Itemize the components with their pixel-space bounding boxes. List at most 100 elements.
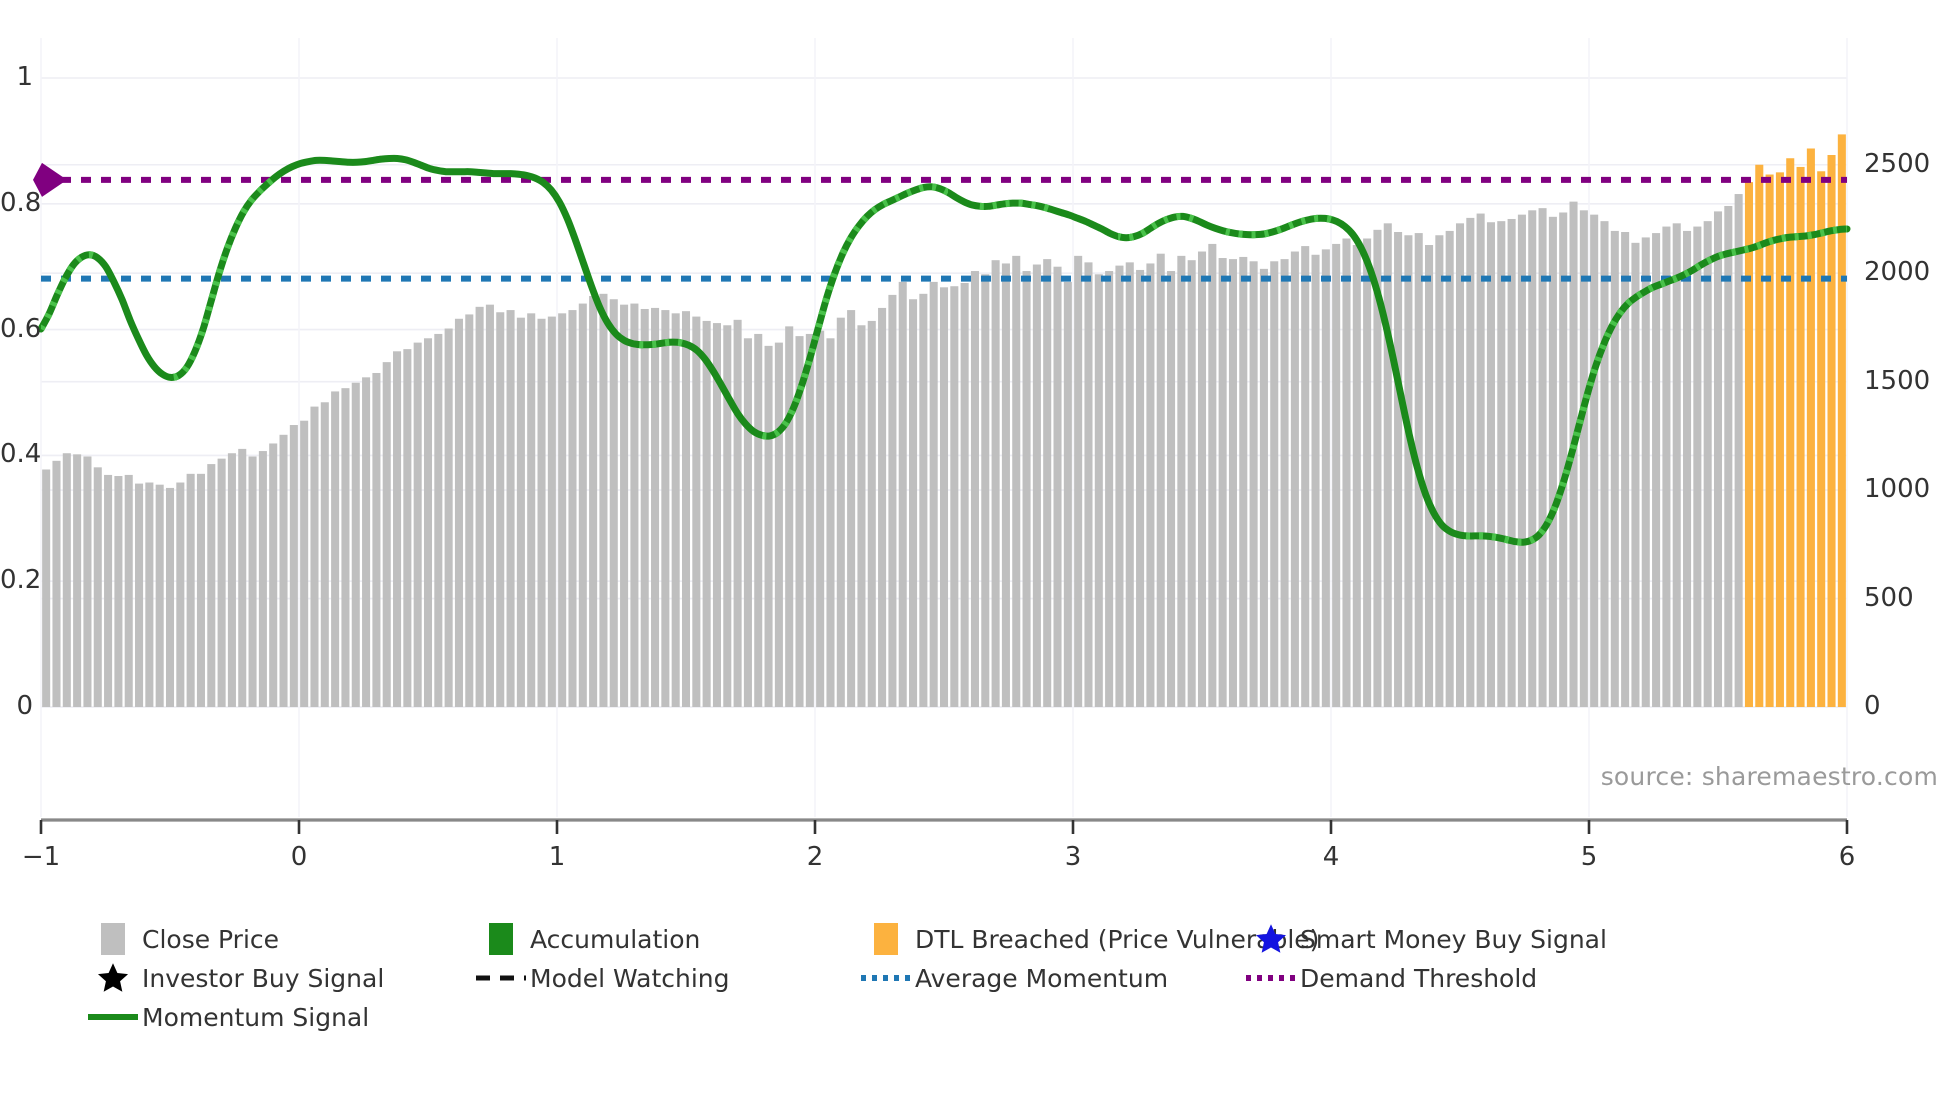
close-price-bar	[207, 464, 216, 707]
legend-item[interactable]: Accumulation	[472, 920, 857, 958]
close-price-bar	[795, 336, 804, 707]
legend-label: Investor Buy Signal	[142, 963, 385, 993]
close-price-bar	[227, 453, 236, 707]
legend-item[interactable]: Smart Money Buy Signal	[1242, 920, 1642, 958]
legend-item[interactable]: Model Watching	[472, 959, 857, 997]
close-price-bar	[774, 342, 783, 707]
close-price-bar	[1476, 213, 1485, 707]
legend-label: Close Price	[142, 924, 280, 954]
y-axis-left-tick-label: 0.2	[0, 565, 42, 596]
x-axis-tick-label: 6	[1838, 842, 1856, 872]
close-price-bar	[568, 310, 577, 707]
close-price-bar	[1218, 258, 1227, 707]
close-price-bar	[1115, 265, 1124, 707]
close-price-bar	[888, 294, 897, 707]
dashed-line-swatch	[476, 975, 526, 981]
close-price-bar	[1672, 223, 1681, 707]
close-price-bar	[124, 474, 133, 707]
close-price-bar	[1187, 260, 1196, 707]
close-price-bar	[1167, 271, 1176, 707]
close-price-bar	[558, 313, 567, 707]
close-price-bar	[960, 282, 969, 707]
close-price-bar	[537, 318, 546, 707]
close-price-bar	[1053, 266, 1062, 707]
close-price-bar	[692, 316, 701, 707]
momentum-signal-swatch	[84, 1014, 142, 1020]
close-price-bar	[929, 281, 938, 707]
swatch-rect	[489, 923, 513, 955]
y-axis-left-tick-label: 0	[16, 691, 33, 721]
close-price-bar	[475, 306, 484, 707]
close-price-bar	[341, 388, 350, 707]
close-price-bar	[1280, 259, 1289, 707]
close-price-bar	[743, 338, 752, 707]
close-price-bar	[1641, 237, 1650, 708]
investor-buy-swatch	[84, 961, 142, 995]
close-price-bar	[434, 333, 443, 707]
close-price-bar	[362, 377, 371, 707]
close-price-bar	[485, 304, 494, 707]
close-price-bar	[1590, 214, 1599, 707]
legend-item[interactable]: DTL Breached (Price Vulnerable)	[857, 920, 1319, 958]
close-price-bar	[970, 271, 979, 707]
close-price-bar	[42, 469, 51, 707]
legend-label: Demand Threshold	[1300, 963, 1538, 993]
legend-row: Momentum Signal	[84, 998, 1944, 1036]
close-price-bar	[1435, 235, 1444, 707]
legend-item[interactable]: Investor Buy Signal	[84, 959, 472, 997]
demand-threshold-swatch	[1242, 972, 1300, 984]
close-price-bar	[93, 467, 102, 707]
source-attribution: source: sharemaestro.com	[1600, 762, 1938, 791]
close-price-bar	[1156, 253, 1165, 707]
close-price-bar	[1239, 256, 1248, 707]
close-price-bar	[1631, 242, 1640, 707]
close-price-bar	[196, 473, 205, 707]
close-price-bar	[1693, 226, 1702, 707]
legend-label: Model Watching	[530, 963, 730, 993]
close-price-bar	[73, 454, 82, 707]
close-price-bar	[1486, 222, 1495, 708]
close-price-bar	[1404, 235, 1413, 707]
close-price-bar	[269, 443, 278, 707]
close-price-bar	[310, 406, 319, 707]
y-axis-right-tick-label: 0	[1864, 691, 1881, 721]
chart-legend: Close Price Accumulation DTL Breached (Pri…	[84, 920, 1944, 1037]
smart-money-buy-swatch	[1242, 922, 1300, 956]
legend-item[interactable]: Demand Threshold	[1242, 959, 1642, 997]
legend-item[interactable]: Momentum Signal	[84, 998, 472, 1036]
legend-item[interactable]: Close Price	[84, 920, 472, 958]
close-price-bar	[1311, 254, 1320, 707]
x-axis-tick-label: 2	[806, 842, 824, 872]
close-price-bar	[681, 311, 691, 707]
close-price-bar	[1383, 223, 1392, 707]
close-price-bar	[1600, 221, 1609, 707]
close-price-bar	[506, 310, 515, 707]
close-price-bar	[805, 333, 814, 707]
close-price-bar	[919, 293, 928, 707]
close-price-bar	[1775, 172, 1784, 708]
close-price-bar	[785, 326, 794, 707]
close-price-bar	[857, 325, 866, 707]
close-price-bar	[248, 456, 257, 707]
close-price-bar	[1084, 262, 1093, 707]
legend-label: Average Momentum	[915, 963, 1169, 993]
y-axis-right-tick-label: 1500	[1864, 365, 1931, 396]
close-price-bar	[1579, 210, 1588, 707]
close-price-bar	[1734, 194, 1743, 708]
close-price-bar	[300, 420, 309, 707]
close-price-bar	[1528, 210, 1537, 707]
close-price-bar	[1610, 230, 1619, 707]
close-price-bar	[1001, 263, 1010, 707]
x-axis-tick-label: 3	[1064, 842, 1082, 872]
close-price-bar	[423, 338, 433, 707]
legend-item[interactable]: Average Momentum	[857, 959, 1242, 997]
close-price-bar	[104, 474, 113, 707]
close-price-bar	[867, 320, 876, 707]
close-price-bar	[1342, 238, 1351, 707]
close-price-bar	[733, 319, 742, 707]
close-price-bar	[1703, 221, 1712, 707]
close-price-bar	[671, 313, 680, 707]
close-price-bar	[1063, 281, 1072, 707]
close-price-bar	[454, 318, 463, 707]
